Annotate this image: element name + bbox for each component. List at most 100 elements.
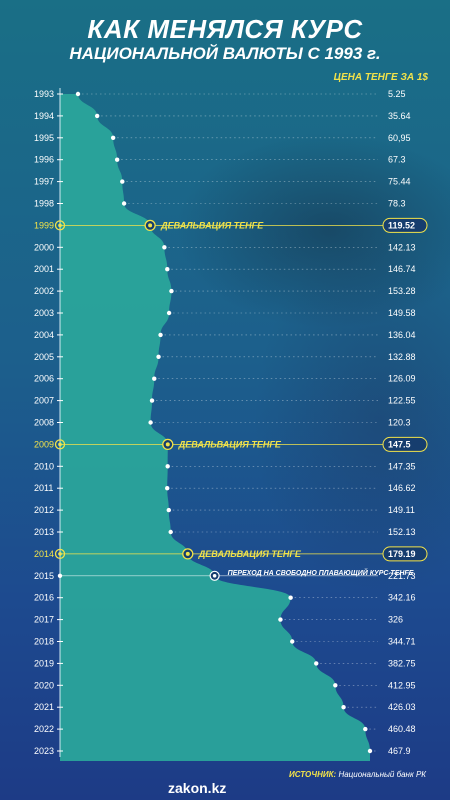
year-label: 2010 [34, 461, 54, 471]
data-point [156, 354, 161, 359]
value-label: 67.3 [388, 155, 406, 165]
value-label: 5.25 [388, 89, 406, 99]
source-note: ИСТОЧНИК: Национальный банк РК [289, 770, 426, 779]
source-key: ИСТОЧНИК: [289, 770, 337, 779]
data-point [148, 223, 153, 228]
year-label: 2002 [34, 286, 54, 296]
value-label: 60,95 [388, 133, 411, 143]
data-point [165, 442, 170, 447]
value-label: 412.95 [388, 680, 416, 690]
year-label: 2022 [34, 724, 54, 734]
value-label: 147.35 [388, 461, 416, 471]
data-point [169, 288, 174, 294]
annotation-label: ПЕРЕХОД НА СВОБОДНО ПЛАВАЮЩИЙ КУРС ТЕНГЕ [228, 568, 414, 577]
year-label: 2015 [34, 571, 54, 581]
year-label: 2019 [34, 658, 54, 668]
value-badge [382, 436, 428, 452]
value-label: 75.44 [388, 177, 411, 187]
value-label: 122.55 [388, 396, 416, 406]
year-label: 2018 [34, 637, 54, 647]
data-point [341, 705, 346, 710]
zakon-logo: zakon.kz [168, 780, 227, 796]
value-badge [382, 217, 428, 233]
data-point [75, 91, 81, 97]
axis-dot [58, 223, 62, 228]
axis-ring [54, 548, 66, 560]
value-label: 35.64 [388, 111, 411, 121]
value-label: 152.13 [388, 527, 416, 537]
year-label: 2012 [34, 505, 54, 515]
year-label: 2008 [34, 418, 54, 428]
axis-tick-dot [57, 573, 63, 578]
data-point [165, 464, 170, 469]
annotation-label: ДЕВАЛЬВАЦИЯ ТЕНГЕ [160, 220, 264, 230]
year-label: 2003 [34, 308, 54, 318]
value-label: 382.75 [388, 658, 416, 668]
year-label: 2011 [34, 483, 53, 493]
data-point [363, 726, 368, 732]
value-label: 136.04 [388, 330, 416, 340]
data-point [367, 748, 373, 754]
value-label: 426.03 [388, 702, 416, 712]
data-point [152, 376, 157, 381]
unit-label: ЦЕНА ТЕНГЕ ЗА 1$ [333, 72, 428, 83]
axis-ring [54, 220, 66, 231]
value-label: 119.52 [388, 220, 415, 230]
annotation-label: ДЕВАЛЬВАЦИЯ ТЕНГЕ [198, 549, 302, 559]
year-label: 1996 [34, 155, 54, 165]
data-point [94, 113, 100, 119]
value-label: 179.19 [388, 549, 416, 559]
value-label: 149.11 [388, 505, 415, 515]
axis-dot [58, 442, 62, 447]
value-label: 132.88 [388, 352, 416, 362]
data-point [288, 595, 293, 600]
data-point [166, 507, 171, 513]
data-point [114, 157, 120, 162]
data-point [165, 486, 170, 491]
data-point [165, 267, 170, 272]
year-label: 2023 [34, 746, 54, 756]
value-label: 221.73 [388, 571, 416, 581]
year-label: 2001 [34, 264, 54, 274]
data-point [121, 201, 127, 206]
data-point [149, 398, 155, 403]
data-point [290, 639, 295, 644]
data-point [314, 661, 319, 666]
year-label: 2013 [34, 527, 54, 537]
value-label: 146.74 [388, 264, 416, 274]
year-label: 2021 [34, 702, 54, 712]
year-label: 2020 [34, 680, 54, 690]
value-label: 342.16 [388, 593, 416, 603]
year-label: 2004 [34, 330, 54, 340]
value-label: 326 [388, 615, 403, 625]
value-label: 126.09 [388, 374, 416, 384]
value-label: 460.48 [388, 724, 416, 734]
value-label: 344.71 [388, 637, 416, 647]
data-point [168, 529, 173, 535]
year-label: 2000 [34, 242, 54, 252]
year-label: 1999 [34, 220, 54, 230]
year-label: 2014 [34, 549, 54, 559]
data-point [158, 332, 163, 338]
year-label: 2006 [34, 374, 54, 384]
axis-dot [58, 552, 62, 556]
data-point [120, 179, 125, 184]
page-subtitle: НАЦИОНАЛЬНОЙ ВАЛЮТЫ С 1993 г. [69, 44, 381, 63]
year-label: 2007 [34, 396, 54, 406]
axis-ring [54, 439, 66, 450]
value-label: 149.58 [388, 308, 416, 318]
year-label: 1997 [34, 177, 54, 187]
annotation-label: ДЕВАЛЬВАЦИЯ ТЕНГЕ [178, 439, 282, 449]
value-label: 146.62 [388, 483, 416, 493]
value-label: 153.28 [388, 286, 416, 296]
year-label: 2017 [34, 615, 54, 625]
data-point [166, 310, 172, 316]
data-point [148, 420, 153, 425]
value-label: 120.3 [388, 418, 411, 428]
year-label: 1993 [34, 89, 54, 99]
value-label: 467.9 [388, 746, 411, 756]
data-point [212, 574, 217, 578]
data-point [185, 551, 190, 556]
value-label: 147.5 [388, 439, 411, 449]
